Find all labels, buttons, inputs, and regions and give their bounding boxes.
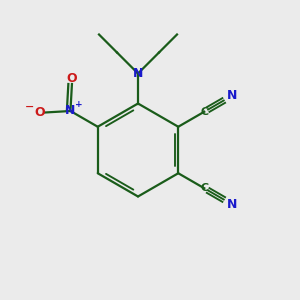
Text: C: C [200,183,208,193]
Text: O: O [34,106,45,119]
Text: N: N [133,67,143,80]
Text: C: C [200,107,208,117]
Text: N: N [65,104,76,118]
Text: O: O [67,71,77,85]
Text: N: N [226,198,237,211]
Text: N: N [226,89,237,102]
Text: −: − [25,102,34,112]
Text: +: + [75,100,83,109]
